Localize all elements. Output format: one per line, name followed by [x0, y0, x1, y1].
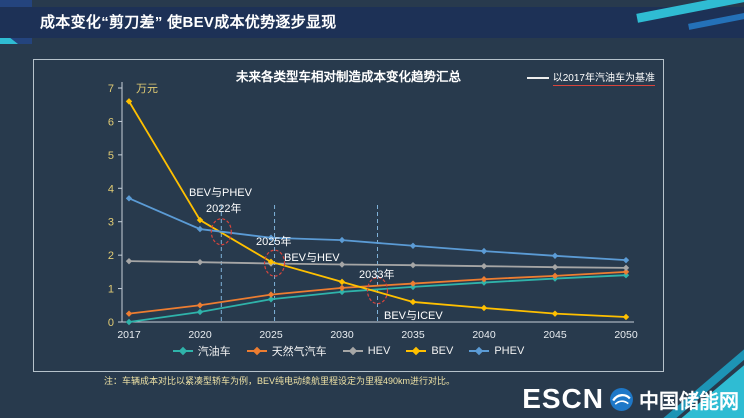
legend-label: PHEV — [494, 345, 525, 357]
slide-title: 成本变化“剪刀差” 使BEV成本优势逐步显现 — [40, 14, 337, 31]
svg-text:6: 6 — [108, 116, 114, 128]
svg-text:1: 1 — [108, 284, 114, 296]
baseline-label: 以2017年汽油车为基准 — [552, 69, 655, 86]
legend-item-PHEV: PHEV — [469, 345, 524, 357]
series-汽油车 — [125, 272, 630, 326]
svg-text:2: 2 — [108, 250, 114, 262]
brand-watermark: ESCN 中国储能网 — [522, 383, 739, 415]
svg-text:2035: 2035 — [401, 329, 425, 341]
legend-label: 天然气汽车 — [271, 346, 327, 358]
brand-name-cn: 中国储能网 — [639, 390, 739, 413]
svg-text:万元: 万元 — [136, 83, 158, 95]
legend-marker-icon — [342, 346, 363, 356]
svg-text:2020: 2020 — [188, 329, 212, 341]
baseline-legend: 以2017年汽油车为基准 — [526, 69, 655, 86]
slide-header: 成本变化“剪刀差” 使BEV成本优势逐步显现 — [0, 7, 744, 38]
svg-text:4: 4 — [108, 183, 114, 195]
footnote: 注：车辆成本对比以紧凑型轿车为例，BEV纯电动续航里程设定为里程490km进行对… — [104, 376, 456, 386]
legend-label: BEV — [431, 345, 454, 357]
annotation-bev-vs-hev: BEV与HEV — [284, 252, 340, 264]
cost-trend-chart: 0 1 2 3 4 5 6 7 万元 2017 2020 2025 2030 2035 2040 2045 20… — [108, 82, 638, 341]
legend-item-天然气汽车: 天然气汽车 — [246, 343, 327, 359]
svg-text:3: 3 — [108, 217, 114, 229]
legend-label: HEV — [367, 345, 391, 357]
crossing-circles — [210, 218, 389, 305]
annotation-bev-vs-phev: BEV与PHEV — [189, 187, 252, 199]
svg-text:2040: 2040 — [472, 329, 496, 341]
legend-item-汽油车: 汽油车 — [172, 343, 231, 359]
chart-panel: 未来各类型车相对制造成本变化趋势汇总 以2017年汽油车为基准 0 1 2 3 4 5 6 7… — [33, 59, 664, 372]
svg-text:2030: 2030 — [330, 329, 354, 341]
legend-item-HEV: HEV — [342, 345, 391, 357]
axes: 0 1 2 3 4 5 6 7 万元 2017 2020 2025 2030 2035 2040 2045 20… — [108, 82, 638, 341]
brand-name-en: ESCN — [522, 383, 604, 414]
legend-label: 汽油车 — [197, 346, 231, 358]
annotation-year-2033: 2033年 — [359, 269, 395, 281]
svg-text:5: 5 — [108, 150, 114, 162]
svg-text:7: 7 — [108, 83, 114, 95]
svg-text:2025: 2025 — [259, 329, 283, 341]
legend-marker-icon — [172, 346, 193, 356]
svg-text:2045: 2045 — [543, 329, 567, 341]
annotation-bev-vs-icev: BEV与ICEV — [384, 310, 443, 322]
legend-item-BEV: BEV — [406, 345, 453, 357]
series-BEV — [125, 98, 630, 321]
svg-text:2050: 2050 — [614, 329, 638, 341]
chart-title: 未来各类型车相对制造成本变化趋势汇总 — [235, 70, 461, 84]
series-天然气汽车 — [125, 268, 630, 317]
chart-legend: 汽油车 天然气汽车 HEV BEV PHEV — [34, 343, 663, 359]
legend-marker-icon — [246, 346, 267, 356]
annotation-year-2025: 2025年 — [256, 236, 292, 248]
legend-marker-icon — [469, 346, 490, 356]
escn-logo-icon — [610, 387, 633, 411]
svg-text:2017: 2017 — [117, 329, 141, 341]
annotation-year-2022: 2022年 — [206, 203, 242, 215]
baseline-line-icon — [526, 76, 549, 79]
svg-text:0: 0 — [108, 317, 114, 329]
legend-marker-icon — [406, 346, 427, 356]
